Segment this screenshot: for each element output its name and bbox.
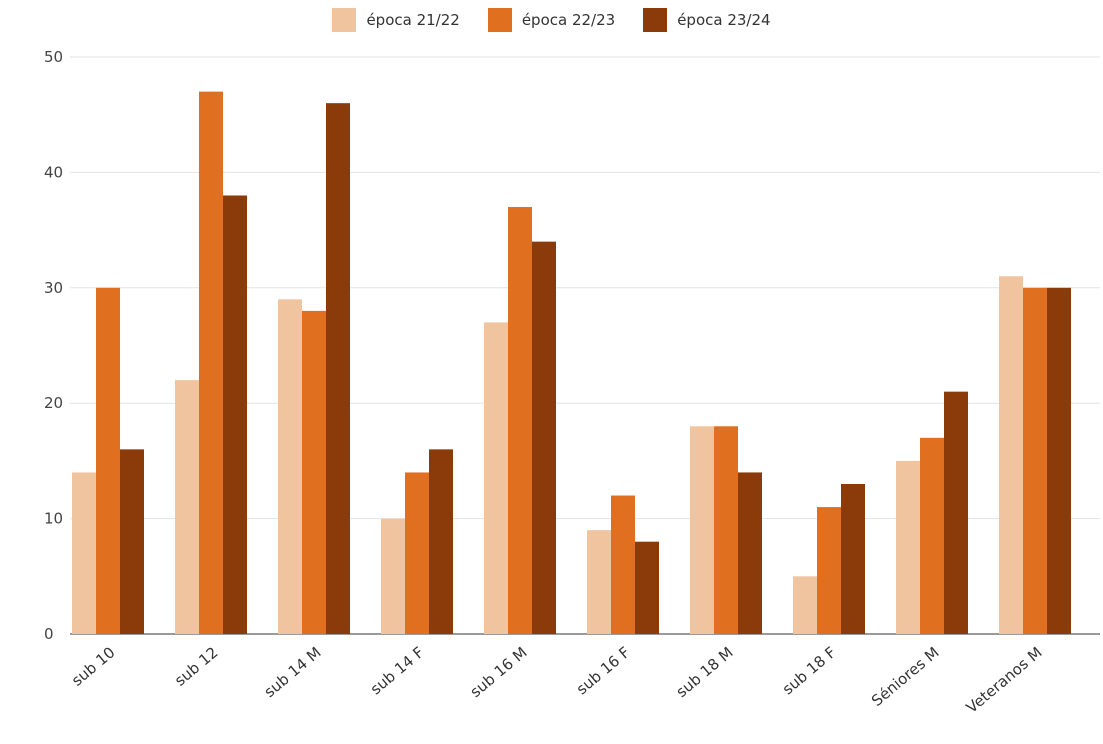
bar [326, 103, 350, 634]
legend-item-2: época 22/23 [487, 8, 616, 32]
y-tick-label: 30 [44, 279, 63, 297]
bar [508, 207, 532, 634]
x-tick-label: sub 14 M [261, 643, 325, 701]
bar [96, 287, 120, 634]
bar [714, 426, 738, 634]
y-tick-label: 50 [44, 48, 63, 66]
legend-label-3: época 23/24 [677, 11, 771, 29]
x-tick-label: sub 18 F [779, 643, 840, 698]
bar [175, 380, 199, 634]
bar [484, 322, 508, 634]
bar [302, 310, 326, 634]
bar [690, 426, 714, 634]
x-tick-label: Veteranos M [963, 643, 1046, 717]
bar [1023, 287, 1047, 634]
bar [611, 495, 635, 634]
x-tick-label: sub 16 M [467, 643, 531, 701]
legend-label-1: época 21/22 [366, 11, 460, 29]
legend-label-2: época 22/23 [521, 11, 616, 29]
legend-item-1: época 21/22 [332, 8, 460, 32]
x-tick-label: sub 16 F [573, 643, 634, 698]
bar [278, 299, 302, 634]
bar [841, 483, 865, 634]
y-tick-label: 10 [44, 510, 63, 528]
bar [944, 391, 968, 634]
bar [920, 437, 944, 634]
y-tick-label: 0 [44, 625, 54, 643]
bar [1047, 287, 1071, 634]
y-tick-label: 20 [44, 394, 63, 412]
x-tick-label: sub 18 M [673, 643, 737, 701]
y-tick-label: 40 [44, 163, 63, 181]
bar [532, 241, 556, 634]
legend-swatch-2 [487, 8, 512, 32]
legend-swatch-3 [643, 8, 668, 32]
chart-legend: época 21/22 época 22/23 época 23/24 [0, 8, 1103, 32]
legend-swatch-1 [332, 8, 357, 32]
x-tick-label: sub 10 [68, 643, 118, 689]
bar [223, 195, 247, 635]
legend-item-3: época 23/24 [643, 8, 771, 32]
bar [999, 276, 1023, 634]
bar [120, 449, 144, 634]
bar [405, 472, 429, 634]
bar [635, 541, 659, 634]
bar [199, 91, 223, 635]
bar [587, 530, 611, 634]
x-tick-label: Séniores M [868, 643, 943, 710]
bar [381, 518, 405, 634]
bar [896, 460, 920, 634]
x-tick-label: sub 14 F [367, 643, 428, 698]
bar [793, 576, 817, 634]
bar [738, 472, 762, 634]
bar [817, 507, 841, 634]
bar [72, 472, 96, 634]
bar [429, 449, 453, 634]
x-tick-label: sub 12 [171, 643, 221, 689]
